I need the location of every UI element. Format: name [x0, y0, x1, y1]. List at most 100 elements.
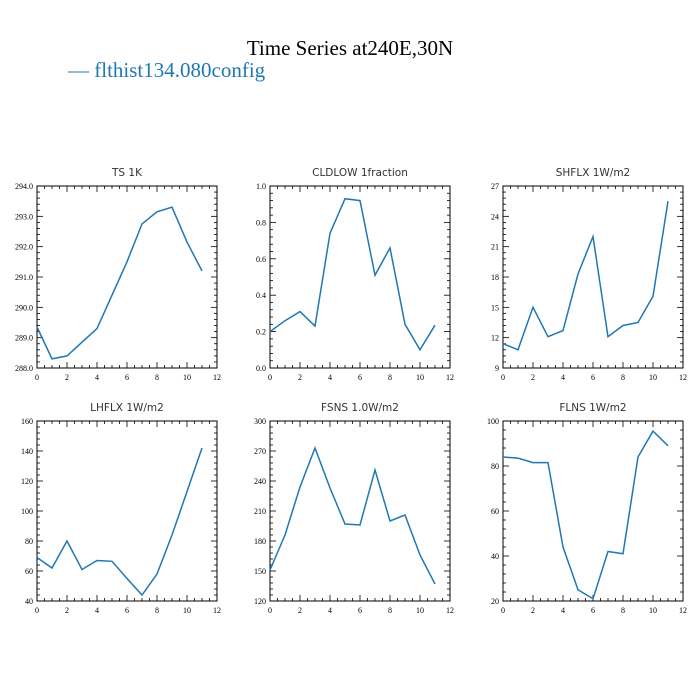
panel-title: LHFLX 1W/m2	[90, 402, 164, 414]
y-tick-label: 60	[25, 567, 33, 576]
x-tick-label: 2	[531, 606, 535, 615]
panel-6: FLNS 1W/m2 0 2 4 6 8 10 12 20 40 60 80 100	[487, 402, 687, 615]
x-tick-label: 4	[328, 373, 332, 382]
y-tick-label: 150	[254, 567, 266, 576]
x-tick-label: 6	[125, 606, 129, 615]
y-tick-label: 12	[491, 334, 499, 343]
legend: — flthist134.080config	[68, 58, 265, 83]
series-line	[36, 447, 203, 597]
x-tick-label: 8	[155, 606, 159, 615]
plot-frame	[502, 420, 684, 602]
x-tick-label: 0	[268, 373, 272, 382]
panel-4: LHFLX 1W/m2 0 2 4 6 8 10 12 40 60 80 100 120 140 160	[21, 402, 221, 615]
x-tick-label: 0	[268, 606, 272, 615]
y-tick-label: 21	[491, 243, 499, 252]
x-tick-label: 12	[679, 373, 687, 382]
panel-title: CLDLOW 1fraction	[312, 167, 408, 179]
y-tick-label: 180	[254, 537, 266, 546]
x-tick-label: 12	[446, 373, 454, 382]
series-line	[269, 197, 436, 352]
y-tick-label: 40	[25, 597, 33, 606]
y-tick-label: 289.0	[15, 334, 33, 343]
series-line	[36, 206, 203, 360]
x-tick-label: 4	[561, 606, 565, 615]
x-tick-label: 0	[501, 606, 505, 615]
y-tick-label: 120	[254, 597, 266, 606]
panel-title: TS 1K	[111, 167, 143, 179]
x-tick-label: 6	[125, 373, 129, 382]
y-tick-label: 20	[491, 597, 499, 606]
x-tick-label: 8	[388, 373, 392, 382]
plot-frame	[269, 185, 451, 369]
y-tick-label: 80	[491, 462, 499, 471]
y-tick-label: 0.2	[256, 328, 266, 337]
x-tick-label: 2	[65, 373, 69, 382]
x-tick-label: 2	[298, 606, 302, 615]
y-tick-label: 240	[254, 477, 266, 486]
x-tick-label: 8	[155, 373, 159, 382]
y-tick-label: 0.6	[256, 255, 266, 264]
x-tick-label: 12	[213, 373, 221, 382]
series-line	[502, 429, 669, 600]
x-tick-label: 10	[649, 606, 657, 615]
y-tick-label: 210	[254, 507, 266, 516]
y-tick-label: 270	[254, 447, 266, 456]
y-tick-label: 294.0	[15, 182, 33, 191]
y-tick-label: 300	[254, 417, 266, 426]
x-tick-label: 8	[621, 373, 625, 382]
y-tick-label: 80	[25, 537, 33, 546]
y-tick-label: 291.0	[15, 273, 33, 282]
x-tick-label: 6	[591, 606, 595, 615]
y-tick-label: 120	[21, 477, 33, 486]
x-tick-label: 12	[679, 606, 687, 615]
y-tick-label: 0.4	[256, 291, 266, 300]
x-tick-label: 10	[416, 373, 424, 382]
y-tick-label: 290.0	[15, 303, 33, 312]
x-tick-label: 10	[416, 606, 424, 615]
legend-label: flthist134.080config	[94, 58, 266, 82]
x-tick-label: 6	[591, 373, 595, 382]
x-tick-label: 0	[35, 606, 39, 615]
panel-title: FLNS 1W/m2	[559, 402, 626, 414]
series-line	[269, 445, 436, 585]
x-tick-label: 4	[95, 606, 99, 615]
x-tick-label: 8	[388, 606, 392, 615]
x-tick-label: 2	[65, 606, 69, 615]
y-tick-label: 15	[491, 303, 499, 312]
series-line	[502, 201, 669, 351]
y-tick-label: 27	[491, 182, 499, 191]
y-tick-label: 0.8	[256, 218, 266, 227]
y-tick-label: 288.0	[15, 364, 33, 373]
x-tick-label: 10	[649, 373, 657, 382]
x-tick-label: 0	[35, 373, 39, 382]
y-tick-label: 0.0	[256, 364, 266, 373]
plot-frame	[269, 420, 451, 602]
x-tick-label: 12	[446, 606, 454, 615]
x-tick-label: 10	[183, 373, 191, 382]
y-tick-label: 60	[491, 507, 499, 516]
x-tick-label: 6	[358, 606, 362, 615]
x-tick-label: 4	[328, 606, 332, 615]
y-tick-label: 9	[495, 364, 499, 373]
panel-2: CLDLOW 1fraction 0 2 4 6 8 10 12 0.0 0.2 0.4 0.6 0.8…	[256, 167, 454, 382]
x-tick-label: 2	[298, 373, 302, 382]
panel-1: TS 1K 0 2 4 6 8 10 12 288.0 289.0 290.0 291.0 292.0 2…	[15, 167, 221, 382]
y-tick-label: 293.0	[15, 212, 33, 221]
x-tick-label: 6	[358, 373, 362, 382]
x-tick-label: 4	[561, 373, 565, 382]
y-tick-label: 18	[491, 273, 499, 282]
y-tick-label: 40	[491, 552, 499, 561]
x-tick-label: 8	[621, 606, 625, 615]
x-tick-label: 2	[531, 373, 535, 382]
plot-frame	[36, 185, 218, 369]
x-tick-label: 12	[213, 606, 221, 615]
panel-title: FSNS 1.0W/m2	[321, 402, 399, 414]
figure-title: Time Series at240E,30N	[246, 36, 454, 60]
legend-line-icon: —	[68, 58, 95, 82]
y-tick-label: 292.0	[15, 243, 33, 252]
x-tick-label: 0	[501, 373, 505, 382]
x-tick-label: 10	[183, 606, 191, 615]
y-tick-label: 100	[487, 417, 499, 426]
